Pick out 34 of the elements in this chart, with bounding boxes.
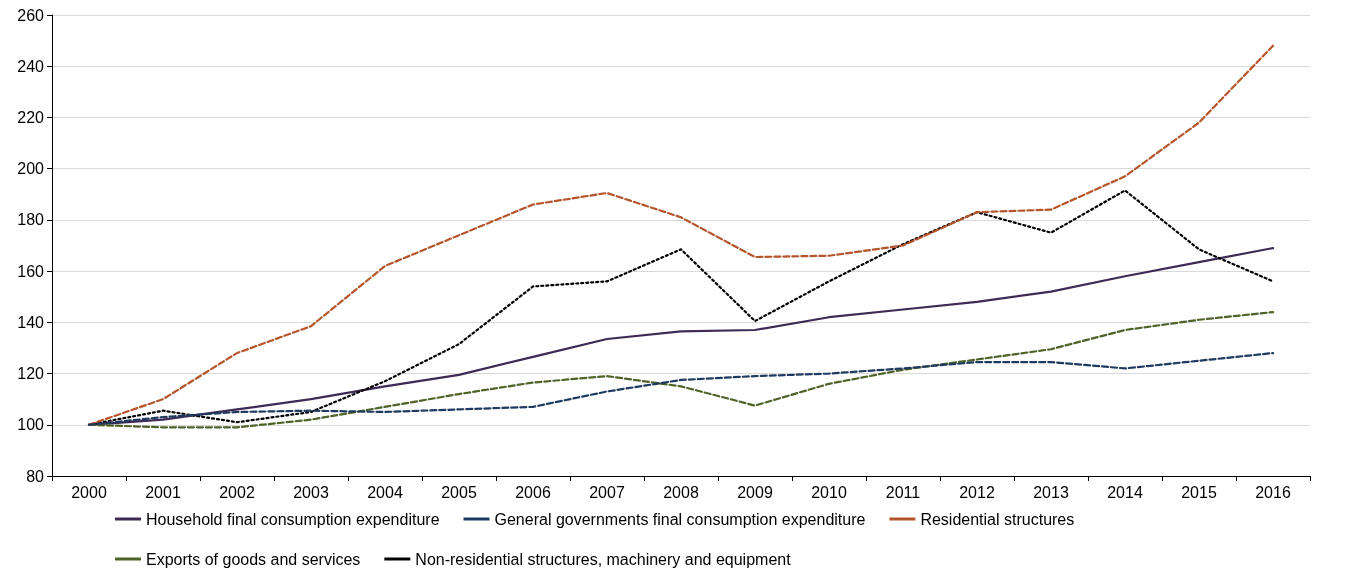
x-tick-label: 2009 [737, 483, 773, 501]
x-tick-label: 2005 [441, 483, 477, 501]
legend-label: Household final consumption expenditure [146, 510, 440, 528]
x-tick-label: 2002 [219, 483, 255, 501]
x-tick-label: 2000 [71, 483, 107, 501]
y-tick-label: 200 [17, 160, 45, 178]
y-tick-label: 120 [17, 365, 45, 383]
x-tick-label: 2016 [1255, 483, 1291, 501]
legend-label: Residential structures [920, 510, 1075, 528]
x-tick-label: 2006 [515, 483, 551, 501]
legend-label: Non-residential structures, machinery and equipment [415, 550, 792, 568]
x-tick-label: 2015 [1181, 483, 1217, 501]
x-tick-label: 2004 [367, 483, 403, 501]
x-tick-label: 2001 [145, 483, 181, 501]
y-tick-label: 140 [17, 313, 45, 331]
line-series [87, 351, 1275, 426]
y-tick-label: 160 [17, 262, 45, 280]
legend-label: General governments final consumption expenditure [494, 510, 866, 528]
y-tick-label: 80 [26, 467, 45, 485]
x-tick-label: 2003 [293, 483, 329, 501]
y-tick-label: 240 [17, 57, 45, 75]
x-tick-label: 2012 [959, 483, 995, 501]
x-tick-label: 2010 [811, 483, 847, 501]
x-tick-label: 2011 [885, 483, 921, 501]
x-tick-label: 2013 [1033, 483, 1069, 501]
y-tick-label: 260 [17, 6, 45, 24]
x-tick-label: 2007 [589, 483, 625, 501]
y-tick-label: 220 [17, 108, 45, 126]
legend-label: Exports of goods and services [146, 550, 361, 568]
y-tick-label: 100 [17, 416, 45, 434]
line-series [87, 44, 1275, 426]
x-tick-label: 2014 [1107, 483, 1143, 501]
y-tick-label: 180 [17, 211, 45, 229]
x-tick-label: 2008 [663, 483, 699, 501]
